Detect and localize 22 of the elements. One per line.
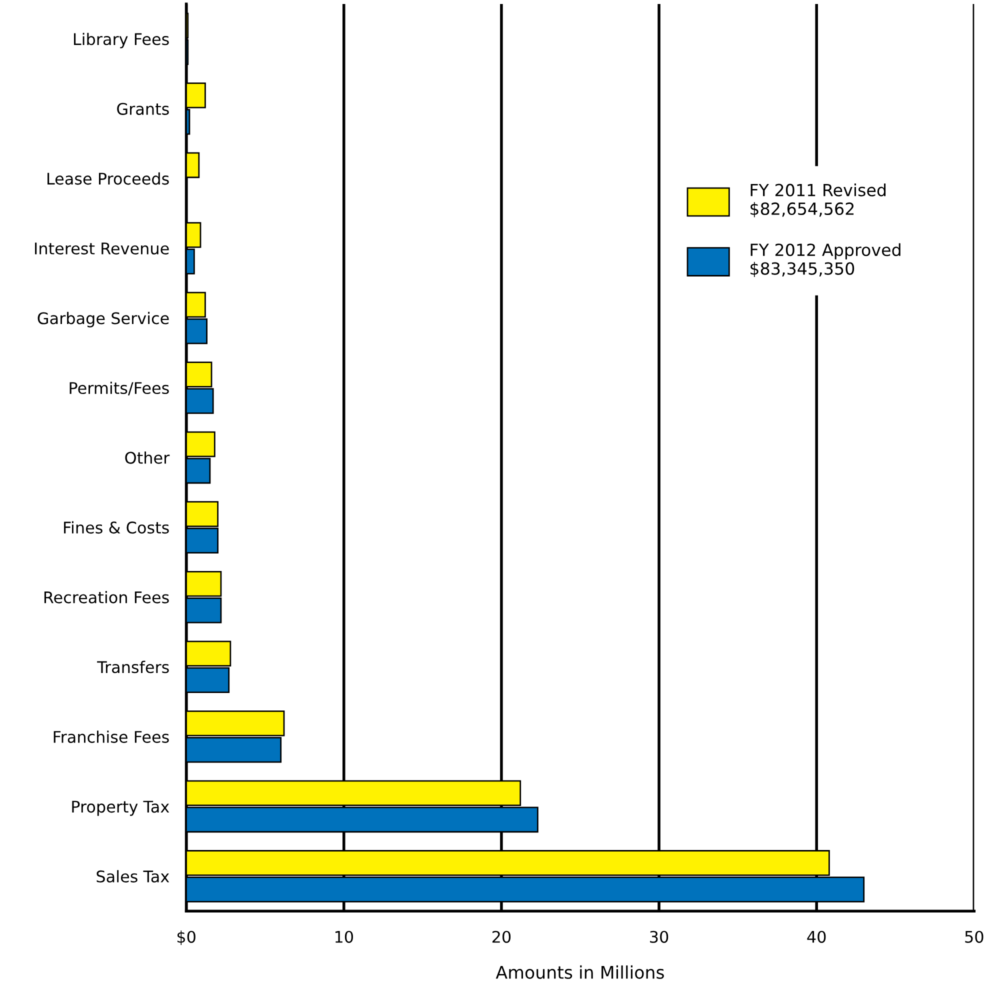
x-tick-label: 30 (650, 930, 668, 943)
y-tick-label: Other (125, 451, 170, 464)
y-tick-label: Property Tax (72, 800, 170, 816)
y-tick-label: Sales Tax (96, 870, 170, 882)
x-tick-label: 10 (335, 930, 353, 943)
y-tick-label: Fines & Costs (64, 521, 169, 534)
x-tick-label: 50 (965, 930, 984, 943)
y-tick-label: Lease Proceeds (48, 172, 169, 185)
x-axis-title: Amounts in Millions (496, 965, 664, 979)
y-tick-label: Garbage Service (38, 312, 169, 328)
y-tick-label: Grants (117, 102, 169, 115)
x-tick-label: 20 (492, 930, 511, 943)
y-tick-label: Library Fees (74, 32, 169, 48)
y-tick-label: Interest Revenue (35, 242, 169, 255)
legend-label: FY 2011 Revised $82,654,562 (750, 183, 886, 218)
y-tick-label: Franchise Fees (54, 730, 169, 743)
y-tick-label: Transfers (97, 660, 169, 674)
x-tick-label: $0 (177, 930, 196, 946)
y-tick-label: Recreation Fees (44, 591, 169, 604)
x-tick-label: 40 (807, 930, 826, 943)
y-tick-label: Permits/Fees (70, 382, 169, 396)
legend-label: FY 2012 Approved $83,345,350 (750, 243, 900, 278)
